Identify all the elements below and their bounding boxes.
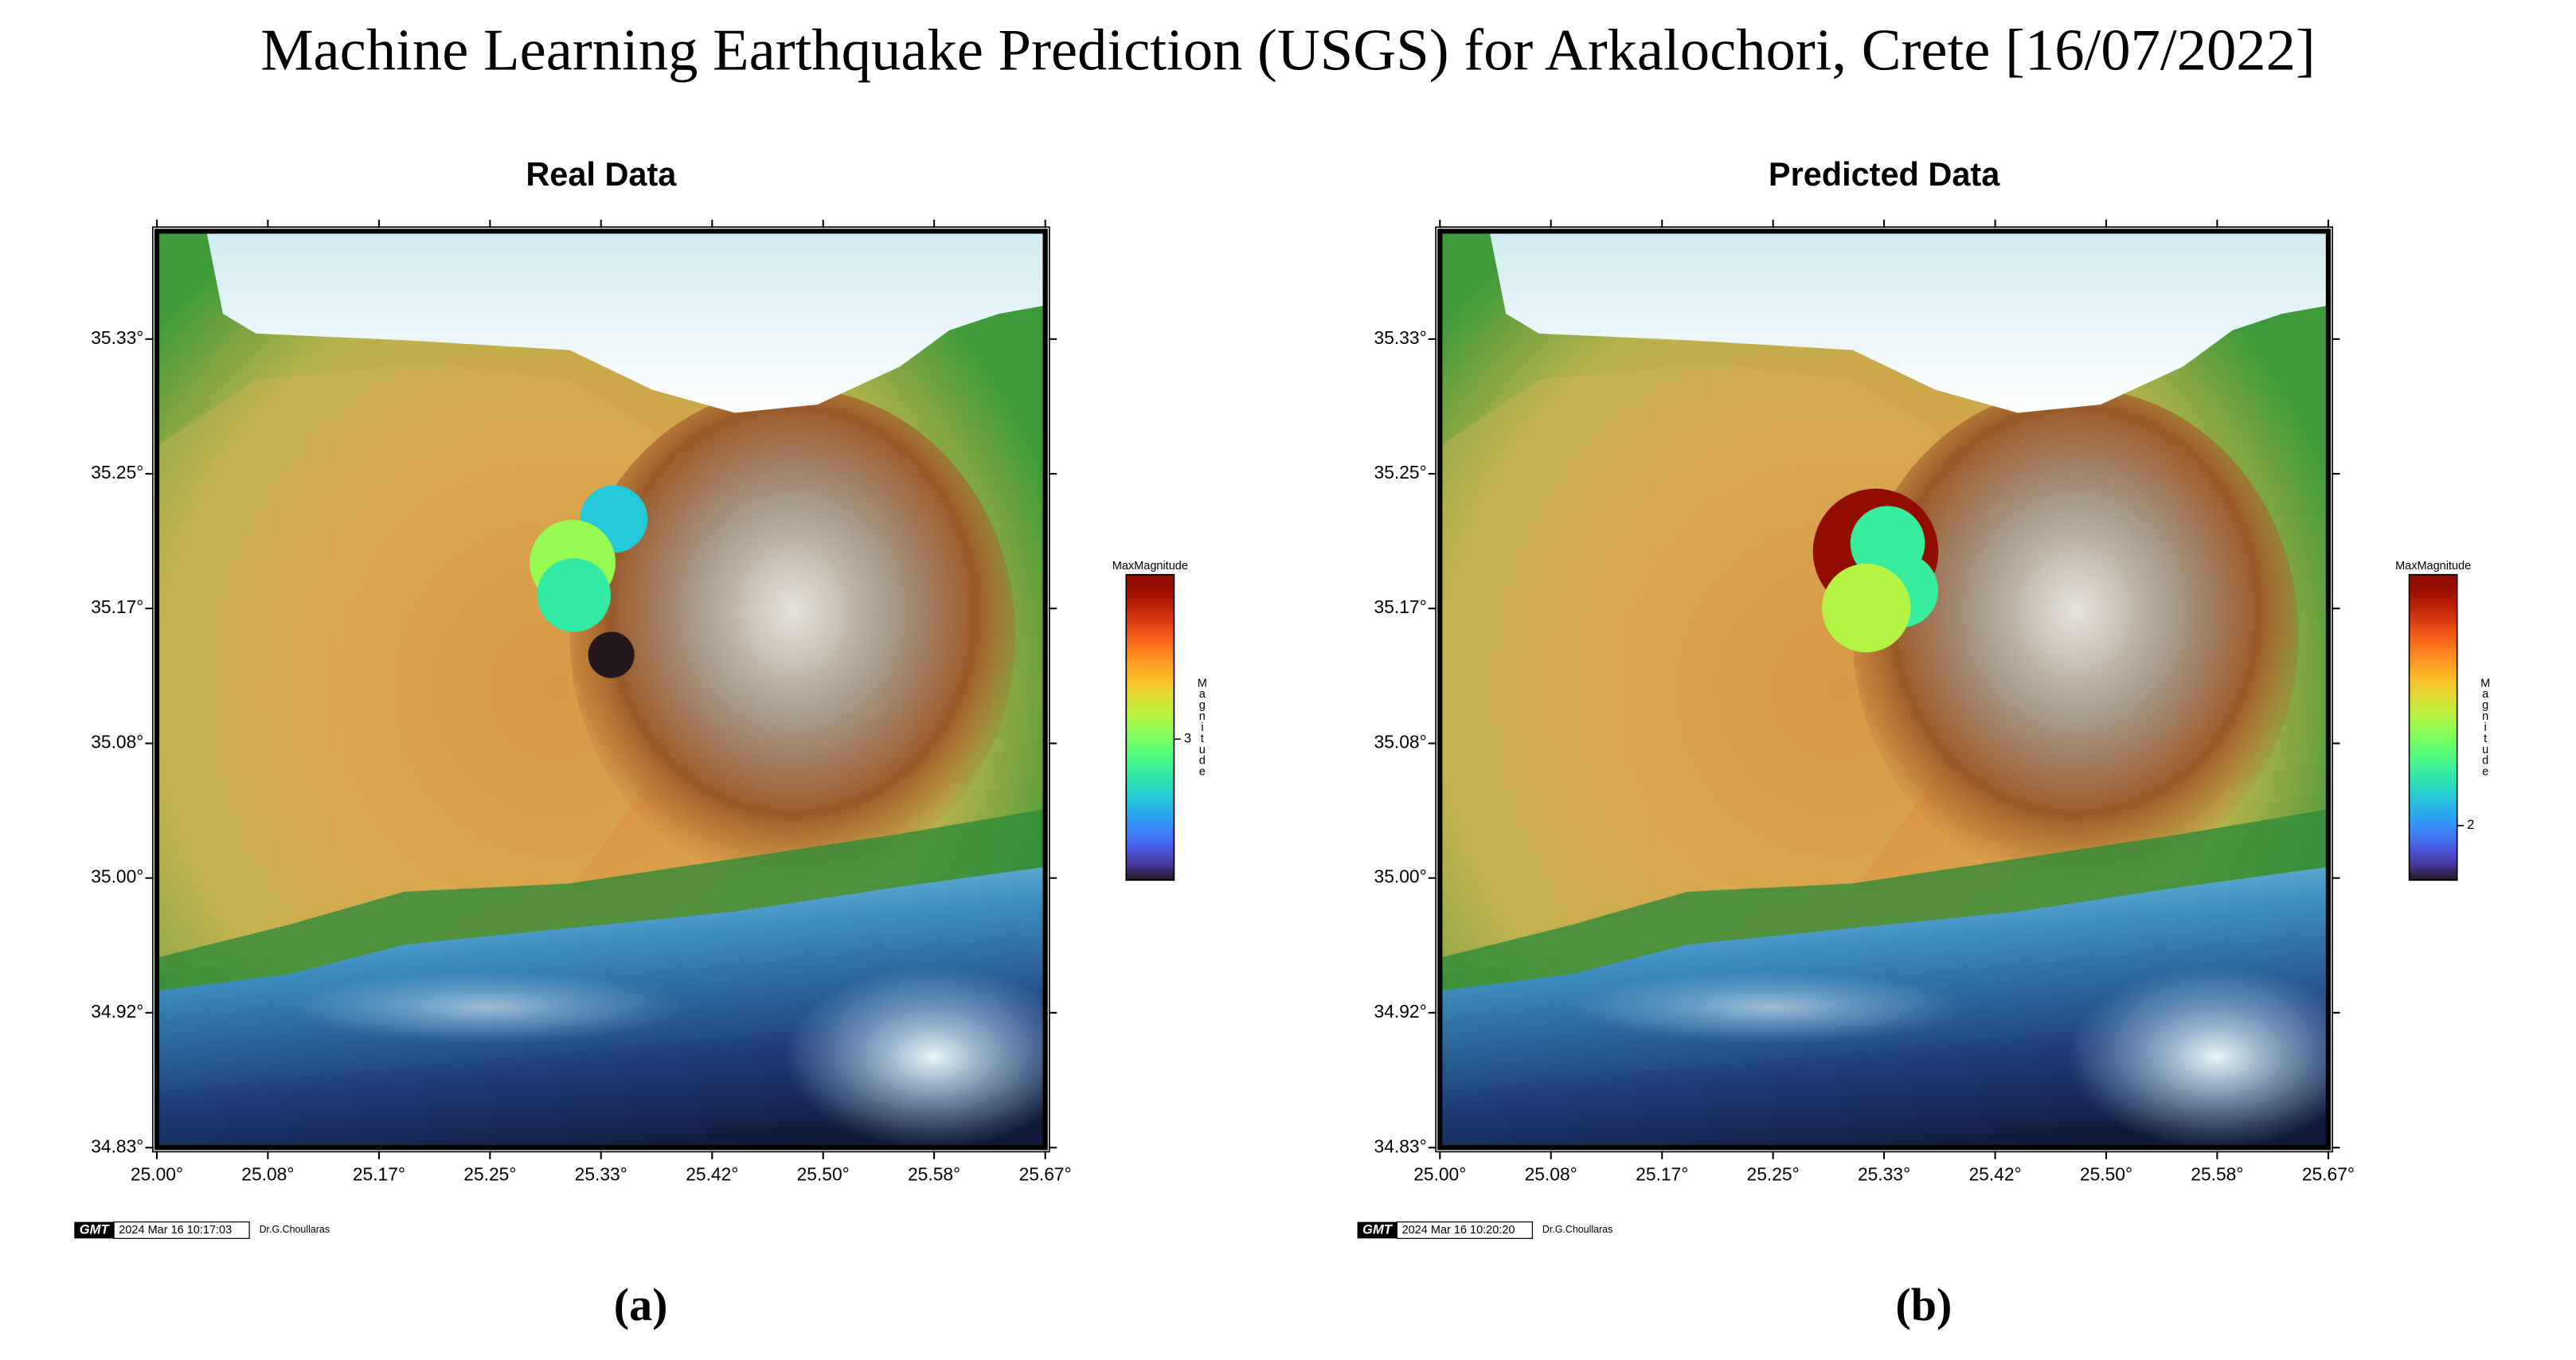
logo: GMT [80,1221,111,1237]
y-tick-label: 35.25° [1374,462,1427,483]
panel-label: (b) [1895,1279,1952,1331]
timestamp: 2024 Mar 16 10:20:20 [1402,1224,1515,1237]
y-tick-label: 34.83° [91,1135,143,1156]
earthquake-point [537,558,612,632]
colorbar-tick-label: 2 [2467,817,2474,832]
logo-box [74,1221,115,1239]
x-tick-label: 25.58° [908,1164,960,1185]
x-tick-label: 25.00° [131,1164,183,1185]
timestamp: 2024 Mar 16 10:17:03 [119,1224,232,1237]
x-tick-label: 25.25° [1747,1164,1800,1185]
colorbar [1125,573,1175,881]
map-frame [154,229,1048,1151]
earthquake-point [588,631,635,678]
terrain [1440,231,2328,1148]
y-tick-label: 35.00° [1374,866,1427,887]
panel-title: Predicted Data [1769,155,2000,193]
y-tick-label: 34.92° [91,1001,143,1022]
earthquake-point [1822,563,1911,653]
x-tick-label: 25.50° [2080,1164,2132,1185]
x-tick-label: 25.58° [2191,1164,2243,1185]
credit: Dr.G.Choullaras [260,1224,330,1235]
x-tick-label: 25.25° [463,1164,516,1185]
x-tick-label: 25.17° [353,1164,405,1185]
x-tick-label: 25.42° [1969,1164,2022,1185]
terrain [157,231,1046,1148]
x-tick-label: 25.00° [1413,1164,1466,1185]
x-tick-label: 25.42° [686,1164,738,1185]
panel-label: (a) [614,1279,668,1331]
logo-box [1357,1221,1397,1239]
x-tick-label: 25.17° [1636,1164,1688,1185]
x-tick-label: 25.08° [241,1164,294,1185]
y-tick-label: 35.17° [91,596,143,617]
colorbar-label: Magnitude [1196,677,1209,776]
y-tick-label: 35.08° [91,732,143,752]
x-tick-label: 25.33° [1858,1164,1910,1185]
y-tick-label: 35.17° [1374,596,1427,617]
y-tick-label: 35.00° [91,866,143,887]
y-tick-label: 35.08° [1374,732,1427,752]
logo: GMT [1362,1221,1394,1237]
timestamp-box [1396,1221,1534,1239]
y-tick-label: 34.83° [1374,1135,1427,1156]
y-tick-label: 35.33° [1374,327,1427,348]
y-tick-label: 34.92° [1374,1001,1427,1022]
panel-title: Real Data [526,155,677,193]
map-frame [1437,229,2332,1151]
timestamp-box [113,1221,250,1239]
x-tick-label: 25.50° [797,1164,850,1185]
x-tick-label: 25.33° [575,1164,627,1185]
x-tick-label: 25.08° [1525,1164,1577,1185]
y-tick-label: 35.33° [91,327,143,348]
colorbar-label: Magnitude [2479,677,2492,776]
colorbar-tick-label: 3 [1184,731,1191,746]
x-tick-label: 25.67° [1019,1164,1072,1185]
credit: Dr.G.Choullaras [1542,1224,1612,1235]
colorbar-title: MaxMagnitude [1112,560,1188,573]
colorbar [2408,573,2458,881]
x-tick-label: 25.67° [2302,1164,2355,1185]
colorbar-title: MaxMagnitude [2395,560,2471,573]
figure-title: Machine Learning Earthquake Prediction (… [260,18,2316,84]
y-tick-label: 35.25° [91,462,143,483]
